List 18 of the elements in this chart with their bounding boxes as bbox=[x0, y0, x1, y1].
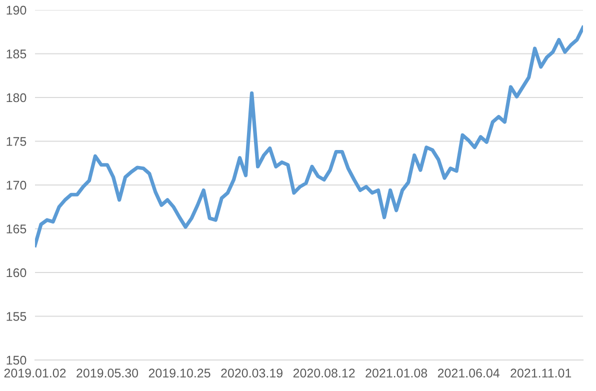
y-tick-label: 190 bbox=[6, 6, 26, 15]
y-tick-label: 185 bbox=[6, 50, 26, 58]
x-tick-label: 2019.01.02 bbox=[4, 368, 66, 378]
line-series bbox=[35, 26, 583, 248]
x-tick-label: 2021.06.04 bbox=[438, 368, 500, 378]
y-tick-label: 165 bbox=[6, 224, 26, 234]
y-tick-label: 175 bbox=[6, 137, 26, 146]
x-tick-label: 2020.03.19 bbox=[221, 368, 282, 378]
y-tick-label: 155 bbox=[6, 312, 26, 321]
x-tick-label: 2019.10.25 bbox=[148, 368, 210, 378]
y-tick-label: 150 bbox=[6, 356, 26, 365]
x-tick-label: 2021.01.08 bbox=[366, 368, 428, 378]
y-tick-label: 180 bbox=[6, 93, 26, 102]
x-tick-label: 2021.11.01 bbox=[510, 368, 572, 378]
y-tick-label: 170 bbox=[6, 180, 26, 190]
x-tick-label: 2020.08.12 bbox=[293, 368, 355, 378]
y-tick-label: 160 bbox=[6, 268, 26, 278]
x-tick-label: 2019.05.30 bbox=[76, 368, 138, 378]
